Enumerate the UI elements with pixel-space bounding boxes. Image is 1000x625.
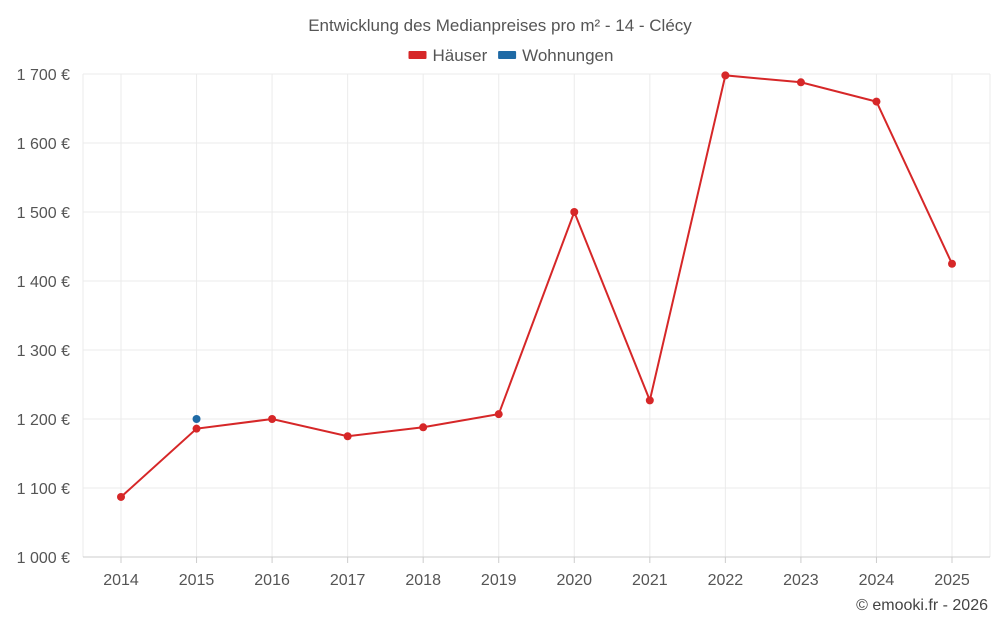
y-tick-label: 1 000 €: [17, 550, 70, 567]
x-tick-label: 2018: [405, 572, 441, 589]
y-tick-label: 1 600 €: [17, 136, 70, 153]
data-point-h-user: [796, 78, 805, 87]
data-point-h-user: [419, 423, 428, 432]
data-point-h-user: [570, 208, 579, 216]
grid-layer: [82, 73, 991, 557]
x-tick-label: 2022: [708, 572, 744, 589]
data-point-h-user: [872, 97, 881, 106]
legend-label-wohnungen: Wohnungen: [522, 46, 613, 65]
y-tick-label: 1 300 €: [17, 343, 70, 360]
data-point-h-user: [192, 424, 201, 433]
y-tick-label: 1 400 €: [17, 274, 70, 291]
legend-swatch-wohnungen: [498, 51, 517, 59]
x-tick-label: 2020: [556, 572, 592, 589]
chart-legend: Häuser Wohnungen: [408, 46, 613, 65]
x-tick-label: 2023: [783, 572, 819, 589]
credit-text: © emooki.fr - 2026: [856, 597, 988, 614]
y-tick-label: 1 200 €: [17, 412, 70, 429]
legend-label-h-user: Häuser: [433, 46, 488, 65]
x-tick-label: 2014: [103, 572, 139, 589]
series-line-h-user: [120, 74, 953, 498]
x-tick-label: 2025: [934, 572, 970, 589]
data-point-h-user: [721, 71, 730, 80]
axis-layer: 1 000 € 1 100 € 1 200 € 1 300 € 1 400 € 1 500…: [17, 67, 990, 589]
x-tick-label: 2024: [859, 572, 895, 589]
x-tick-label: 2016: [254, 572, 290, 589]
x-tick-label: 2017: [330, 572, 366, 589]
x-tick-label: 2019: [481, 572, 517, 589]
data-point-wohnungen: [192, 415, 201, 423]
chart-title: Entwicklung des Medianpreises pro m² - 1…: [308, 16, 692, 35]
y-tick-label: 1 500 €: [17, 205, 70, 222]
data-point-h-user: [494, 410, 503, 419]
data-point-h-user: [645, 396, 654, 405]
x-tick-label: 2015: [179, 572, 215, 589]
data-point-h-user: [117, 492, 125, 501]
y-tick-label: 1 100 €: [17, 481, 70, 498]
data-point-h-user: [268, 415, 277, 423]
data-point-h-user: [948, 259, 956, 268]
series-layer: [117, 71, 956, 501]
x-tick-label: 2021: [632, 572, 668, 589]
legend-swatch-h-user: [408, 51, 427, 59]
data-point-h-user: [343, 432, 352, 441]
y-tick-label: 1 700 €: [17, 67, 70, 84]
